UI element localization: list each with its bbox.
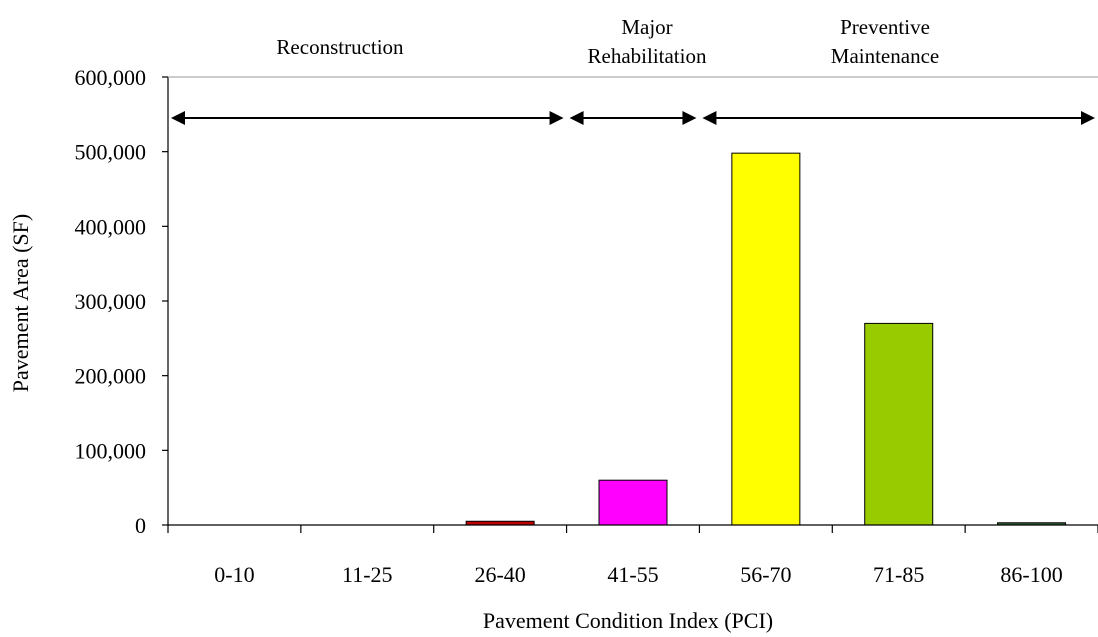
region-arrow-head-right	[1081, 111, 1095, 125]
bar-41-55	[598, 479, 668, 526]
bars	[465, 152, 1067, 526]
y-tick-label: 200,000	[75, 364, 147, 389]
y-tick-label: 300,000	[75, 289, 147, 314]
y-tick-label: 0	[135, 513, 146, 538]
x-tick-label: 41-55	[607, 562, 658, 587]
region-label: Major	[621, 15, 672, 39]
x-tick-label: 26-40	[474, 562, 525, 587]
region-label: Rehabilitation	[588, 44, 707, 68]
region-arrow-head-right	[682, 111, 697, 125]
x-tick-label: 0-10	[214, 562, 254, 587]
region-label: Maintenance	[831, 44, 939, 68]
region-label: Preventive	[840, 15, 930, 39]
x-axis-tick-labels: 0-10 11-25 26-40 41-55 56-70 71-85 86-100	[214, 562, 1062, 587]
axes	[167, 76, 1098, 533]
x-tick-label: 86-100	[1000, 562, 1062, 587]
y-tick-label: 500,000	[75, 140, 147, 165]
x-tick-label: 56-70	[740, 562, 791, 587]
region-label: Reconstruction	[276, 35, 404, 59]
y-tick-label: 100,000	[75, 438, 147, 463]
bar-71-85	[864, 322, 934, 526]
region-annotations: Reconstruction Major Rehabilitation Prevent…	[171, 15, 1095, 125]
x-axis-title: Pavement Condition Index (PCI)	[483, 608, 773, 633]
y-tick-label: 400,000	[75, 214, 147, 239]
region-arrow-head-left	[171, 111, 185, 125]
bar-56-70	[731, 152, 801, 526]
region-arrow-head-left	[702, 111, 717, 125]
x-tick-label: 11-25	[342, 562, 393, 587]
region-arrow-head-right	[549, 111, 564, 125]
y-tick-label: 600,000	[75, 65, 147, 90]
y-axis-title: Pavement Area (SF)	[8, 214, 33, 392]
region-arrow-head-left	[569, 111, 584, 125]
x-tick-label: 71-85	[873, 562, 924, 587]
y-axis-ticks: 0 100,000 200,000 300,000 400,000 500,000 600,…	[75, 65, 168, 538]
